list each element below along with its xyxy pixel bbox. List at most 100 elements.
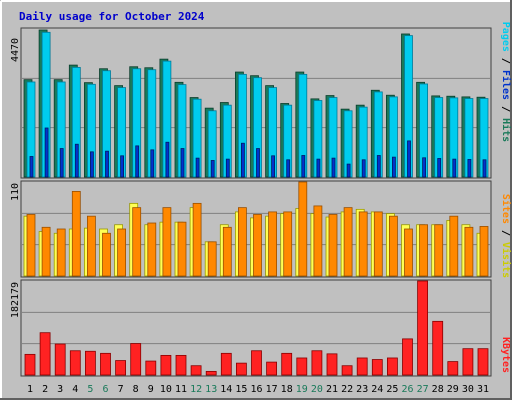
pages-bar <box>482 159 487 178</box>
kbytes-bar <box>251 350 262 376</box>
pages-bar <box>407 140 411 178</box>
x-tick-label: 10 <box>160 384 172 395</box>
kbytes-bar <box>281 352 293 376</box>
x-tick-label: 16 <box>250 384 262 395</box>
legend-sites: Sites <box>500 194 512 224</box>
x-tick-label: 11 <box>175 384 187 395</box>
legend-hits-files-pages: Pages / Files / Hits <box>500 22 512 142</box>
kbytes-bar <box>54 343 66 376</box>
sites-bar <box>222 226 232 277</box>
sites-bar <box>117 228 126 277</box>
kbytes-bar <box>432 320 444 376</box>
pages-bar <box>467 159 472 178</box>
legend-sep-2: / <box>500 100 511 118</box>
x-axis-labels: 1 2 3 4 5 6 7 8 9 10 11 12 13 14 15 16 17 18 19 20 21 22 23 24 2… <box>27 384 489 395</box>
kbytes-bar <box>100 352 111 376</box>
x-tick-label: 17 <box>266 384 278 395</box>
legend-visits-sites: Sites / Visits <box>500 194 512 278</box>
x-tick-label: 5 <box>87 384 93 395</box>
x-tick-label: 3 <box>57 384 63 395</box>
kbytes-bar <box>205 370 217 376</box>
x-tick-label: 27 <box>417 384 429 395</box>
pages-bar <box>135 145 140 178</box>
legend-pages: Pages <box>500 22 511 52</box>
sites-bar <box>479 226 489 277</box>
legend-hits: Hits <box>500 118 512 142</box>
sites-bar <box>237 207 247 277</box>
x-tick-label: 13 <box>205 384 217 395</box>
sites-bar <box>41 226 51 277</box>
x-tick-label: 19 <box>296 384 308 395</box>
pages-bar <box>195 157 200 178</box>
kbytes-bar <box>24 353 36 376</box>
kbytes-bar <box>326 353 338 376</box>
pages-bar <box>316 158 321 178</box>
pages-bar <box>120 155 124 178</box>
pages-bar <box>271 155 276 178</box>
pages-bar <box>150 149 155 178</box>
x-tick-label: 15 <box>235 384 247 395</box>
x-tick-label: 31 <box>477 384 489 395</box>
sites-bar <box>132 207 142 277</box>
sites-bar <box>464 226 474 277</box>
pages-bar <box>331 157 336 178</box>
pages-bar <box>301 155 306 178</box>
chart-title: Daily usage for October 2024 <box>19 10 205 23</box>
sites-bar <box>56 228 66 277</box>
kbytes-bar <box>447 361 459 376</box>
kbytes-bar <box>190 365 202 376</box>
pages-bar <box>240 142 245 178</box>
sites-bar <box>434 224 444 277</box>
kbytes-bar <box>160 354 172 376</box>
kbytes-bar <box>477 348 489 376</box>
pages-bar <box>391 156 396 178</box>
hits-files-pages-bars <box>23 29 489 178</box>
kbytes-bar <box>175 354 187 376</box>
sites-bar <box>298 181 308 277</box>
x-tick-label: 4 <box>72 384 78 395</box>
x-tick-label: 21 <box>326 384 338 395</box>
sites-bar <box>313 205 323 277</box>
pages-bar <box>180 148 185 178</box>
sites-bar <box>207 241 217 277</box>
kbytes-bar <box>341 365 353 376</box>
kbytes-bar <box>386 357 398 376</box>
pages-bar <box>59 148 64 178</box>
kbytes-bar <box>235 362 247 376</box>
sites-bar <box>87 215 96 277</box>
x-tick-label: 2 <box>42 384 48 395</box>
sites-bar <box>147 222 157 277</box>
sites-bar <box>343 207 353 277</box>
x-tick-label: 25 <box>386 384 398 395</box>
pages-bar <box>74 143 79 178</box>
pages-bar <box>44 127 49 178</box>
pages-bar <box>361 159 366 178</box>
legend-sep-3: / <box>500 224 511 242</box>
kbytes-bar <box>402 338 413 376</box>
sites-bar <box>192 202 202 277</box>
sites-bar <box>268 211 278 277</box>
kbytes-bar <box>145 360 157 376</box>
kbytes-bar <box>356 357 368 376</box>
x-tick-label: 7 <box>118 384 124 395</box>
pages-bar <box>346 163 351 178</box>
sites-bar <box>449 215 459 277</box>
x-tick-label: 30 <box>462 384 474 395</box>
kbytes-bar <box>371 359 383 376</box>
sites-bar <box>373 211 383 277</box>
sites-bar <box>102 232 111 277</box>
pages-bar <box>422 157 427 178</box>
sites-bar <box>404 228 413 277</box>
sites-bar <box>253 214 262 277</box>
kbytes-bar <box>69 350 81 376</box>
legend-visits: Visits <box>500 242 512 278</box>
kbytes-bar <box>115 360 126 376</box>
x-tick-label: 26 <box>401 384 413 395</box>
kbytes-bar <box>417 280 429 376</box>
pages-bar <box>376 155 381 178</box>
kbytes-bar <box>39 332 51 376</box>
pages-bar <box>286 159 291 178</box>
kbytes-bars <box>24 280 489 376</box>
visits-sites-bars <box>23 181 489 277</box>
